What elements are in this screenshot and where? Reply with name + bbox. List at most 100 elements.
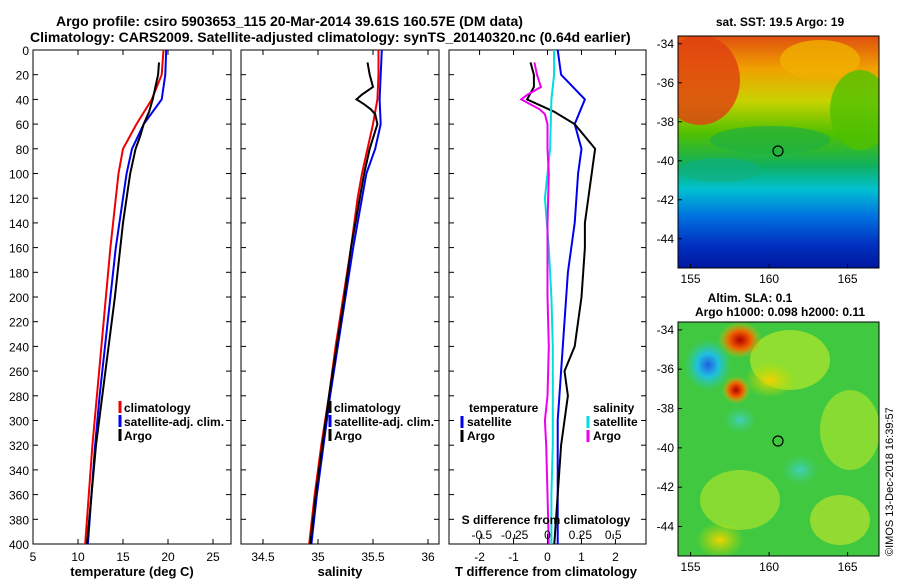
salinity-xtick-label: 34.5 — [251, 550, 275, 564]
temperature-depth-label: 320 — [9, 439, 29, 453]
temperature-depth-label: 300 — [9, 415, 29, 429]
difference-xlabel: T difference from climatology — [455, 564, 638, 579]
sla-map-ytick-label: -38 — [657, 402, 675, 416]
temperature-line-climatology — [84, 49, 165, 545]
sst-map-xtick-label: 165 — [838, 272, 858, 286]
temperature-depth-label: 20 — [16, 69, 30, 83]
difference-lines — [519, 49, 597, 545]
salinity-depth-ticks — [241, 49, 439, 545]
temperature-depth-label: 340 — [9, 464, 29, 478]
salinity-panel: 34.5 35 35.5 36 salinity climatology satell… — [240, 49, 440, 579]
salinity-legend: climatology satellite-adj. clim. Argo — [328, 401, 434, 443]
temperature-legend-satellite: satellite-adj. clim. — [124, 415, 224, 429]
salinity-line-satellite-adj-clim- — [310, 49, 383, 545]
sst-map-ytick-label: -38 — [657, 115, 675, 129]
sla-map-ytick-label: -36 — [657, 362, 675, 376]
salinity-diff-legend-satellite: satellite — [593, 415, 638, 429]
difference-top-tick-label: 0.5 — [605, 528, 622, 542]
difference-line-temperature-argo — [525, 62, 597, 545]
sla-map-panel: Altim. SLA: 0.1 Argo h1000: 0.098 h2000:… — [657, 291, 880, 574]
temperature-xtick-label: 25 — [206, 550, 220, 564]
sla-map-y-ticks: -34 -36 -38 -40 -42 -44 — [657, 323, 682, 534]
difference-top-tick-label: -0.5 — [471, 528, 492, 542]
temperature-depth-label: 40 — [16, 93, 30, 107]
difference-top-tick-label: 0.25 — [569, 528, 593, 542]
temperature-depth-label: 220 — [9, 316, 29, 330]
salinity-legend-climatology: climatology — [334, 401, 401, 415]
salinity-xlabel: salinity — [318, 564, 364, 579]
salinity-lines — [308, 49, 383, 545]
sla-map-xtick-label: 155 — [681, 560, 701, 574]
temperature-depth-label: 380 — [9, 513, 29, 527]
temperature-depth-label: 200 — [9, 291, 29, 305]
difference-xtick-label: 0 — [544, 550, 551, 564]
difference-xtick-label: -2 — [474, 550, 485, 564]
credit-text: ©IMOS 13-Dec-2018 16:39:57 — [884, 407, 896, 556]
temperature-depth-label: 140 — [9, 217, 29, 231]
temperature-xtick-label: 5 — [30, 550, 37, 564]
temperature-depth-label: 60 — [16, 118, 30, 132]
sst-map-xtick-label: 160 — [759, 272, 779, 286]
temperature-depth-label: 80 — [16, 143, 30, 157]
difference-line-salinity-satellite — [543, 50, 556, 544]
sst-map-argo-marker — [772, 145, 784, 157]
sla-map-ytick-label: -42 — [657, 480, 675, 494]
temperature-depth-label: 360 — [9, 489, 29, 503]
sla-map-field — [678, 322, 879, 556]
temperature-legend: climatology satellite-adj. clim. Argo — [118, 401, 224, 443]
temperature-line-satellite-adj-clim- — [86, 49, 168, 545]
temperature-depth-label: 160 — [9, 242, 29, 256]
sst-map-ytick-label: -40 — [657, 154, 675, 168]
temperature-depth-label: 240 — [9, 340, 29, 354]
sst-map-ytick-label: -44 — [657, 232, 675, 246]
temperature-lines — [84, 49, 168, 545]
temperature-diff-legend-argo: Argo — [467, 429, 495, 443]
temperature-depth-label: 0 — [22, 44, 29, 58]
sla-map-xtick-label: 160 — [759, 560, 779, 574]
salinity-line-argo — [309, 62, 379, 545]
sst-map-field — [678, 36, 879, 268]
temperature-xtick-label: 15 — [116, 550, 130, 564]
temperature-line-argo — [86, 62, 160, 545]
difference-top-axis-label: S difference from climatology — [462, 513, 631, 527]
sla-map-ytick-label: -34 — [657, 323, 675, 337]
difference-xtick-label: -1 — [508, 550, 519, 564]
difference-top-axis: -0.5 -0.25 0 0.25 0.5 — [471, 528, 621, 542]
sst-map-ytick-label: -42 — [657, 193, 675, 207]
temperature-depth-ticks: 0 20 40 60 80 100 120 140 160 180 200 220 240 260 280 3… — [9, 44, 231, 552]
temperature-xlabel: temperature (deg C) — [70, 564, 194, 579]
difference-panel: -2 -1 0 1 2 -0.5 -0.25 0 0.25 0.5 T difference f… — [448, 49, 647, 579]
difference-depth-ticks — [449, 49, 646, 545]
salinity-xtick-label: 35.5 — [361, 550, 385, 564]
salinity-x-ticks: 34.5 35 35.5 36 — [251, 50, 435, 564]
temperature-legend-argo: Argo — [124, 429, 152, 443]
difference-xtick-label: 2 — [612, 550, 619, 564]
temperature-panel: 0 20 40 60 80 100 120 140 160 180 200 220 240 260 280 3… — [9, 44, 232, 579]
difference-xtick-label: 1 — [578, 550, 585, 564]
difference-line-salinity-argo — [519, 62, 550, 545]
sla-map-title-line2: Argo h1000: 0.098 h2000: 0.11 — [695, 305, 865, 319]
temperature-diff-legend-title: temperature — [469, 401, 539, 415]
sst-map-y-ticks: -34 -36 -38 -40 -42 -44 — [657, 37, 682, 246]
temperature-diff-legend-satellite: satellite — [467, 415, 512, 429]
sub-title: Climatology: CARS2009. Satellite-adjuste… — [30, 29, 631, 45]
difference-line-temperature-satellite — [556, 49, 587, 544]
sst-map-x-ticks: 155 160 165 — [681, 264, 858, 286]
sla-map-title-line1: Altim. SLA: 0.1 — [708, 291, 793, 305]
temperature-depth-label: 180 — [9, 266, 29, 280]
temperature-depth-label: 120 — [9, 192, 29, 206]
sst-map-frame — [677, 35, 880, 269]
sst-map-ytick-label: -36 — [657, 76, 675, 90]
salinity-axes-frame — [240, 49, 440, 545]
sla-map-xtick-label: 165 — [838, 560, 858, 574]
difference-x-ticks: -2 -1 0 1 2 — [474, 50, 619, 564]
main-title: Argo profile: csiro 5903653_115 20-Mar-2… — [56, 13, 523, 29]
sla-map-argo-marker — [772, 435, 784, 447]
temperature-depth-label: 260 — [9, 365, 29, 379]
temperature-x-ticks: 5 10 15 20 25 — [30, 50, 220, 564]
temperature-depth-label: 400 — [9, 538, 29, 552]
temperature-xtick-label: 20 — [161, 550, 175, 564]
sla-map-frame — [677, 321, 880, 557]
sst-map-title: sat. SST: 19.5 Argo: 19 — [716, 15, 845, 29]
